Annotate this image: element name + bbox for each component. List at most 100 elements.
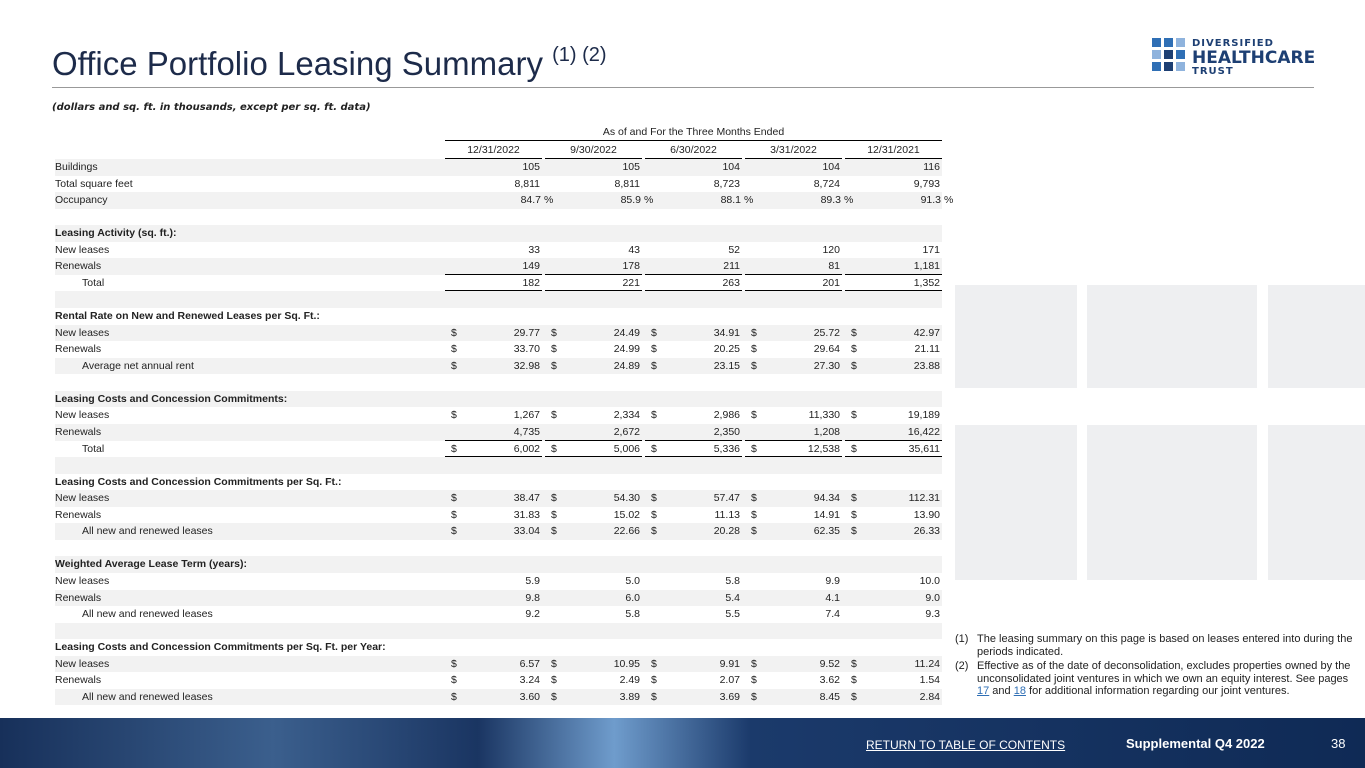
currency: $ — [551, 343, 557, 356]
logo-text: DIVERSIFIED — [1192, 38, 1274, 49]
cell-value: 38.47 — [513, 492, 540, 505]
cell-value: 2,350 — [713, 425, 740, 438]
background-tile — [1087, 285, 1257, 388]
footnote-text: The leasing summary on this page is base… — [977, 633, 1360, 658]
currency: $ — [551, 657, 557, 670]
rule — [645, 158, 742, 159]
cell-value: 13.90 — [913, 508, 940, 521]
row-shade — [55, 457, 942, 474]
row-label: Renewals — [55, 343, 102, 356]
currency: $ — [851, 409, 857, 422]
row-shade — [55, 159, 942, 176]
cell-value: 5,336 — [713, 442, 740, 455]
cell-value: 8,811 — [614, 177, 641, 190]
cell-value: 2.07 — [719, 674, 740, 687]
row-shade — [55, 490, 942, 507]
cell-value: 182 — [522, 276, 540, 289]
cell-value: 43 — [628, 243, 640, 256]
cell-value: 62.35 — [813, 525, 840, 538]
page-number: 38 — [1331, 736, 1346, 751]
logo-icon — [1152, 38, 1185, 71]
cell-value: 4.1 — [825, 591, 840, 604]
currency: $ — [651, 690, 657, 703]
currency: $ — [451, 442, 457, 455]
column-header: 3/31/2022 — [770, 144, 817, 156]
cell-value: 33.04 — [513, 525, 540, 538]
cell-value: 3.24 — [519, 674, 540, 687]
currency: $ — [551, 690, 557, 703]
background-tile — [1087, 425, 1257, 580]
cell-value: 24.49 — [613, 326, 640, 339]
currency: $ — [751, 657, 757, 670]
row-label: Renewals — [55, 508, 102, 521]
cell-value: 5.9 — [525, 575, 540, 587]
cell-value: 9.2 — [525, 608, 540, 621]
row-shade — [55, 688, 942, 706]
currency: $ — [551, 359, 557, 372]
row-shade — [55, 258, 942, 275]
cell-value: 1,352 — [913, 276, 940, 289]
currency: $ — [451, 525, 457, 538]
row-label: New leases — [55, 409, 110, 422]
footnote-marker: (2) — [955, 660, 969, 672]
toc-link[interactable]: RETURN TO TABLE OF CONTENTS — [866, 738, 1066, 752]
row-label: Total square feet — [55, 177, 133, 190]
cell-value: 9.9 — [825, 575, 840, 587]
currency: $ — [751, 674, 757, 687]
cell-value: 54.30 — [613, 492, 640, 505]
cell-value: 2,672 — [613, 425, 640, 438]
row-shade — [55, 622, 942, 640]
currency: $ — [551, 525, 557, 538]
rule — [445, 158, 542, 159]
row-shade — [55, 324, 942, 342]
cell-value: 1,267 — [513, 409, 540, 422]
footer-bar: RETURN TO TABLE OF CONTENTS Supplemental… — [0, 718, 1365, 768]
cell-value: 149 — [522, 260, 540, 273]
row-label: Renewals — [55, 260, 102, 273]
footnote-part: for additional information regarding our… — [1025, 685, 1290, 697]
footnote-part: The leasing summary on this page is base… — [977, 633, 1353, 658]
cell-value: 9.91 — [719, 657, 740, 670]
cell-value: 15.02 — [613, 508, 640, 521]
row-shade — [55, 655, 942, 673]
currency: $ — [451, 326, 457, 339]
currency: $ — [751, 525, 757, 538]
column-header: 6/30/2022 — [670, 144, 717, 156]
footnote-marker: (1) — [955, 633, 969, 645]
currency: $ — [451, 657, 457, 670]
footnotes: (1) The leasing summary on this page is b… — [955, 633, 1360, 700]
rule — [645, 440, 742, 442]
page-link[interactable]: 17 — [977, 685, 990, 697]
currency: $ — [451, 508, 457, 521]
currency: $ — [651, 492, 657, 505]
currency: $ — [851, 442, 857, 455]
row-label: Rental Rate on New and Renewed Leases pe… — [55, 310, 320, 323]
row-shade — [55, 589, 942, 607]
row-label: New leases — [55, 657, 110, 670]
currency: $ — [751, 359, 757, 372]
cell-value: 2.84 — [919, 690, 940, 703]
rule — [545, 158, 642, 159]
cell-value: 8,723 — [713, 177, 740, 190]
currency: $ — [851, 525, 857, 538]
background-tile — [955, 285, 1077, 388]
page-link[interactable]: 18 — [1013, 685, 1026, 697]
currency: $ — [751, 343, 757, 356]
logo-text: HEALTHCARE — [1192, 48, 1315, 68]
cell-value: 29.64 — [813, 343, 840, 356]
currency: $ — [551, 674, 557, 687]
cell-value: 178 — [622, 260, 640, 273]
suffix: % — [544, 194, 554, 207]
currency: $ — [551, 442, 557, 455]
cell-value: 116 — [923, 161, 940, 173]
currency: $ — [451, 690, 457, 703]
cell-value: 120 — [822, 243, 840, 256]
cell-value: 104 — [822, 161, 840, 173]
cell-value: 35,611 — [908, 442, 940, 455]
cell-value: 20.25 — [713, 343, 740, 356]
group-header: As of and For the Three Months Ended — [602, 126, 785, 138]
cell-value: 9.52 — [819, 657, 840, 670]
cell-value: 4,735 — [513, 425, 540, 438]
rule — [545, 440, 642, 442]
row-label: Average net annual rent — [82, 359, 194, 372]
